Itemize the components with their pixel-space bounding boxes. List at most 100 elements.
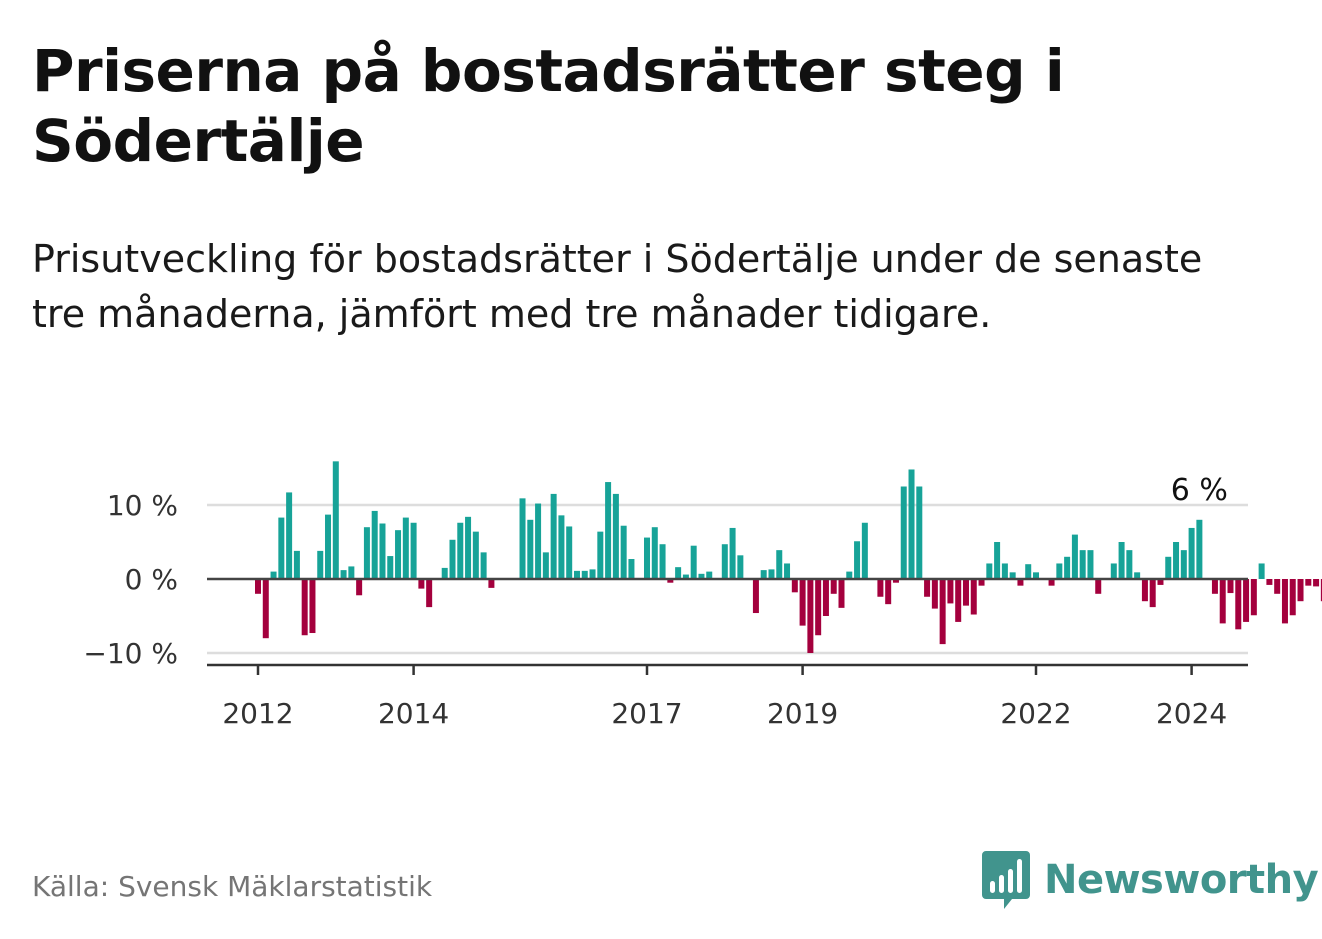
bar xyxy=(387,556,394,579)
bar xyxy=(838,579,845,608)
bar xyxy=(1056,563,1063,579)
bar xyxy=(1180,550,1187,579)
axis-layer xyxy=(207,577,1248,675)
bar xyxy=(402,517,409,579)
bar xyxy=(776,550,783,579)
bar xyxy=(1033,572,1039,579)
bar xyxy=(363,527,370,579)
bar xyxy=(317,550,324,579)
bar xyxy=(325,514,332,579)
bar xyxy=(1250,579,1257,616)
bar xyxy=(947,579,954,604)
bar xyxy=(449,539,456,579)
bar xyxy=(799,579,806,626)
y-tick-label: −10 % xyxy=(83,637,178,670)
x-tick-label: 2017 xyxy=(611,697,682,730)
bar xyxy=(550,493,557,579)
bar xyxy=(1071,534,1078,579)
bar xyxy=(667,579,674,583)
brand-name: Newsworthy xyxy=(1044,857,1319,903)
latest-value-label: 6 % xyxy=(1171,473,1228,508)
bar xyxy=(620,525,627,579)
bar xyxy=(1001,563,1008,579)
bar xyxy=(418,579,425,589)
bar xyxy=(659,544,666,579)
bar xyxy=(1289,579,1296,616)
bar xyxy=(1173,542,1180,579)
bar xyxy=(854,541,861,579)
bar xyxy=(278,517,285,579)
bar xyxy=(752,579,759,614)
bar xyxy=(612,493,619,579)
bar-chart-bubble-icon xyxy=(982,851,1030,909)
bar xyxy=(558,515,565,579)
bar xyxy=(356,579,363,596)
bar xyxy=(861,522,868,579)
bar xyxy=(830,579,837,594)
bar xyxy=(597,531,604,579)
y-tick-label: 0 % xyxy=(125,563,178,596)
bar xyxy=(488,579,495,588)
source-note: Källa: Svensk Mäklarstatistik xyxy=(32,870,433,903)
bars-layer xyxy=(255,461,1322,653)
bar xyxy=(441,567,448,579)
bar xyxy=(1188,527,1195,579)
bar xyxy=(340,570,347,579)
bar xyxy=(924,579,931,597)
bar xyxy=(255,579,261,594)
newsworthy-logo: Newsworthy xyxy=(982,850,1319,910)
bar xyxy=(962,579,969,606)
bar xyxy=(1141,579,1148,602)
chart-title: Priserna på bostadsrätter steg i Södertä… xyxy=(32,37,1065,175)
bar xyxy=(729,527,736,579)
bar xyxy=(1134,572,1141,579)
bar xyxy=(1064,556,1071,579)
bar xyxy=(784,563,791,579)
bar xyxy=(651,527,658,579)
bar xyxy=(1079,550,1086,579)
bar xyxy=(535,503,542,579)
bar xyxy=(916,486,923,579)
bar xyxy=(465,516,472,579)
bar xyxy=(1281,579,1288,624)
x-tick-label: 2012 xyxy=(222,697,293,730)
bar xyxy=(721,544,728,579)
bar xyxy=(527,519,534,579)
bar xyxy=(480,552,487,579)
bar xyxy=(978,579,985,586)
bar xyxy=(605,482,612,579)
bar xyxy=(426,579,433,608)
bar xyxy=(900,486,907,579)
bar xyxy=(270,571,277,579)
bar xyxy=(1313,579,1320,587)
bar xyxy=(566,526,573,579)
x-tick-label: 2019 xyxy=(767,697,838,730)
bar xyxy=(931,579,938,609)
bar xyxy=(807,579,814,653)
bar xyxy=(768,569,775,579)
bar xyxy=(1126,550,1133,579)
bar xyxy=(410,522,417,579)
bar xyxy=(1196,519,1203,579)
x-tick-label: 2022 xyxy=(1000,697,1071,730)
chart-subtitle: Prisutveckling för bostadsrätter i Söder… xyxy=(32,237,1203,336)
bar xyxy=(706,571,713,579)
bar xyxy=(1219,579,1226,624)
bar xyxy=(644,537,650,579)
bar xyxy=(994,542,1001,579)
bar xyxy=(472,531,479,579)
bar xyxy=(1017,579,1024,586)
bar xyxy=(892,579,899,583)
bar xyxy=(698,573,705,579)
grid-layer xyxy=(207,503,1248,655)
bar xyxy=(939,579,946,645)
bar xyxy=(908,469,915,579)
bar xyxy=(690,545,697,579)
bar xyxy=(1297,579,1304,602)
bar xyxy=(986,563,993,579)
bar xyxy=(1320,579,1322,602)
bar xyxy=(885,579,892,605)
price-change-bar-chart: 10 % 0 % −10 % 2012 2014 2017 2019 2022 2024 6 % xyxy=(83,461,1322,730)
bar xyxy=(675,567,682,579)
bar xyxy=(1165,556,1172,579)
